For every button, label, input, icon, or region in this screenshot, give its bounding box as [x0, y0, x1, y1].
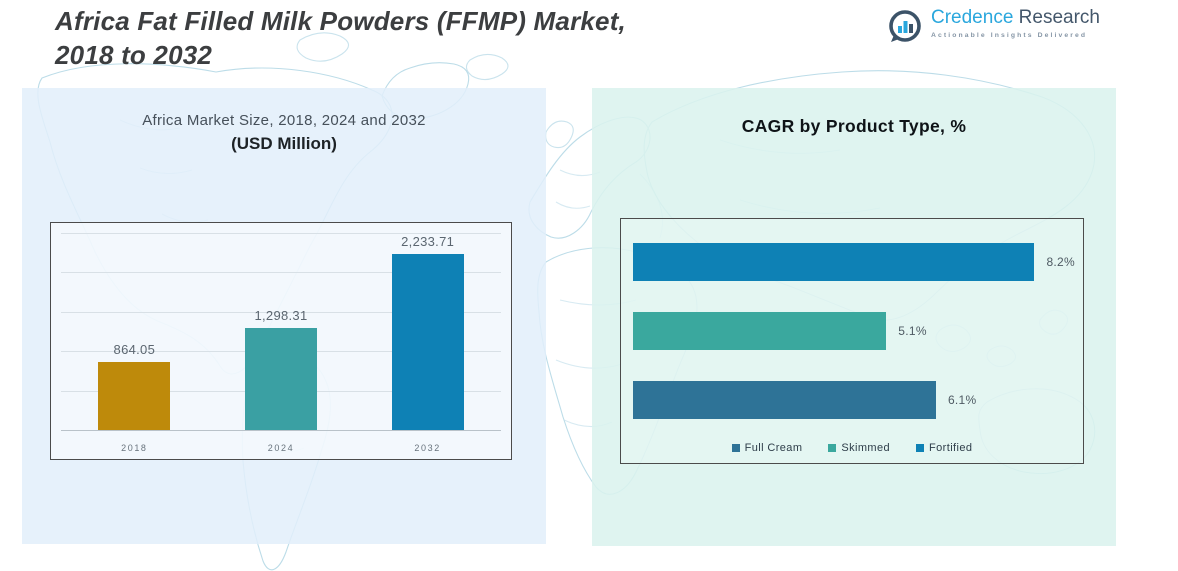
bar-chart-bubble-icon — [886, 8, 924, 51]
bar-group: 2,233.71 — [362, 233, 494, 430]
cagr-bar-row: 5.1% — [633, 312, 1075, 350]
cagr-bars: 8.2% 5.1% 6.1% — [633, 243, 1075, 419]
market-size-chart-title: Africa Market Size, 2018, 2024 and 2032 — [142, 112, 426, 129]
legend-label: Fortified — [929, 442, 973, 454]
bar — [391, 253, 464, 430]
credence-research-logo: Credence Research Actionable Insights De… — [886, 7, 1100, 51]
cagr-legend: Full Cream Skimmed Fortified — [621, 442, 1083, 454]
market-size-year-axis: 2018 2024 2032 — [61, 443, 501, 453]
cagr-chart-title: CAGR by Product Type, % — [741, 116, 967, 136]
market-size-panel: Africa Market Size, 2018, 2024 and 2032 … — [22, 88, 546, 544]
cagr-chart: 8.2% 5.1% 6.1% Full Cream Skimmed Fortified — [620, 218, 1084, 464]
market-size-chart-subtitle: (USD Million) — [231, 134, 337, 153]
legend-item: Skimmed — [828, 442, 890, 454]
bars-container: 864.05 1,298.31 2,233.71 — [61, 233, 501, 430]
legend-item: Full Cream — [731, 442, 803, 454]
cagr-value-label: 6.1% — [947, 393, 977, 407]
bar — [98, 361, 171, 430]
bar-year-label: 2032 — [414, 443, 441, 453]
cagr-bar — [633, 381, 936, 419]
cagr-value-label: 5.1% — [898, 324, 927, 338]
gridline — [61, 311, 501, 313]
cagr-bar — [633, 243, 1035, 281]
bar-group: 864.05 — [68, 233, 200, 430]
cagr-value-label: 8.2% — [1046, 255, 1075, 269]
cagr-panel: CAGR by Product Type, % 8.2% 5.1% 6.1% Ful… — [592, 88, 1116, 546]
logo-tagline: Actionable Insights Delivered — [931, 31, 1088, 39]
page-title-line1: Africa Fat Filled Milk Powders (FFMP) Ma… — [55, 6, 626, 36]
page-title-line2: 2018 to 2032 — [55, 40, 213, 71]
legend-swatch — [828, 444, 837, 452]
logo-brand-text: Credence Research — [931, 7, 1100, 28]
legend-swatch — [916, 444, 925, 452]
market-size-chart: 864.05 1,298.31 2,233.71 2018 2024 2032 — [50, 222, 512, 460]
bar — [244, 327, 317, 430]
cagr-bar-row: 6.1% — [633, 381, 1075, 419]
legend-item: Fortified — [916, 442, 972, 454]
gridline — [61, 233, 501, 234]
gridline — [61, 272, 501, 274]
legend-swatch — [731, 444, 740, 452]
legend-label: Skimmed — [841, 442, 891, 454]
cagr-bar — [633, 312, 887, 350]
bar-year-label: 2024 — [267, 443, 295, 453]
bar-value-label: 864.05 — [113, 341, 156, 357]
bar-value-label: 1,298.31 — [254, 307, 308, 323]
legend-label: Full Cream — [744, 442, 803, 454]
bar-value-label: 2,233.71 — [401, 233, 455, 249]
bar-year-label: 2018 — [121, 443, 148, 453]
market-size-plot: 864.05 1,298.31 2,233.71 — [61, 233, 501, 431]
cagr-bar-row: 8.2% — [633, 243, 1075, 281]
bar-group: 1,298.31 — [215, 233, 347, 430]
page-title: Africa Fat Filled Milk Powders (FFMP) Ma… — [55, 4, 626, 73]
